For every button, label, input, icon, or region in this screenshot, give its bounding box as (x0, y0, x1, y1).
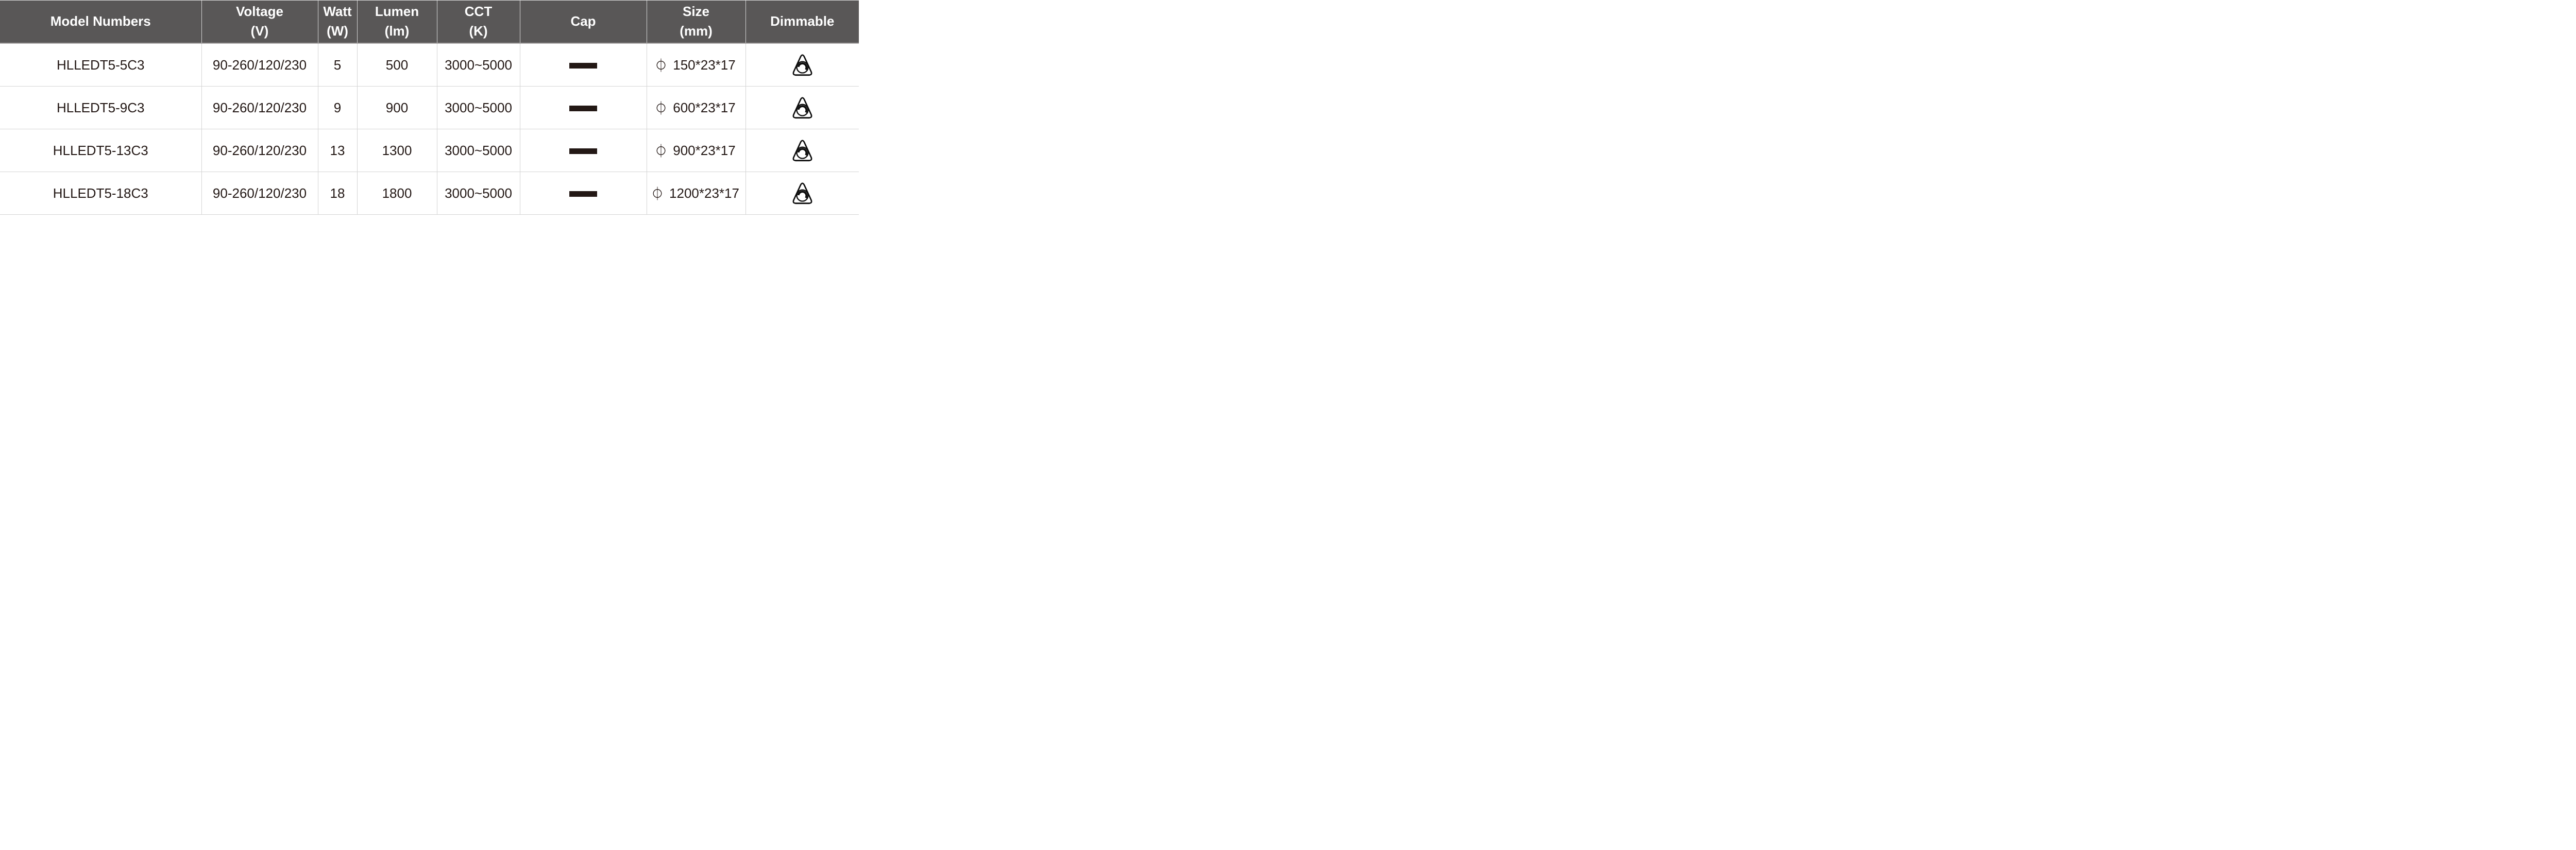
header-label: Lumen (375, 4, 419, 20)
header-lumen: Lumen (lm) (357, 0, 437, 44)
cell-watt: 18 (317, 172, 357, 215)
cell-size: 1200*23*17 (646, 172, 745, 215)
header-unit: (K) (469, 23, 488, 39)
header-cct: CCT (K) (436, 0, 520, 44)
cap-dash (569, 63, 597, 69)
cell-watt: 9 (317, 86, 357, 129)
diameter-icon (656, 144, 666, 157)
diameter-icon (656, 101, 666, 114)
header-label: CCT (464, 4, 493, 20)
header-dimmable: Dimmable (745, 0, 859, 44)
table-row: HLLEDT5-18C3 90-260/120/230 18 1800 3000… (0, 172, 859, 215)
table-header: Model Numbers Voltage (V) Watt (W) Lumen (l… (0, 0, 859, 44)
table-row: HLLEDT5-5C3 90-260/120/230 5 500 3000~50… (0, 43, 859, 87)
cell-size: 900*23*17 (646, 129, 745, 172)
header-label: Size (682, 4, 710, 20)
cell-size: 150*23*17 (646, 43, 745, 87)
cell-voltage: 90-260/120/230 (201, 172, 318, 215)
table-row: HLLEDT5-9C3 90-260/120/230 9 900 3000~50… (0, 86, 859, 129)
cell-dimmable (745, 43, 859, 87)
header-label: Model Numbers (50, 13, 151, 29)
header-unit: (lm) (384, 23, 410, 39)
cell-watt: 5 (317, 43, 357, 87)
size-value: 1200*23*17 (669, 185, 739, 201)
cell-voltage: 90-260/120/230 (201, 86, 318, 129)
header-size: Size (mm) (646, 0, 745, 44)
header-unit: (V) (250, 23, 269, 39)
header-row: Model Numbers Voltage (V) Watt (W) Lumen (l… (0, 0, 859, 44)
size-value: 600*23*17 (673, 99, 736, 115)
cell-cct: 3000~5000 (436, 129, 520, 172)
cell-cct: 3000~5000 (436, 172, 520, 215)
header-watt: Watt (W) (317, 0, 357, 44)
header-label: Watt (323, 4, 352, 20)
cell-voltage: 90-260/120/230 (201, 43, 318, 87)
size-value: 900*23*17 (673, 142, 736, 158)
cell-model: HLLEDT5-18C3 (0, 172, 201, 215)
cell-model: HLLEDT5-5C3 (0, 43, 201, 87)
product-spec-table: Model Numbers Voltage (V) Watt (W) Lumen (l… (0, 0, 859, 215)
cell-lumen: 1300 (357, 129, 437, 172)
cell-size: 600*23*17 (646, 86, 745, 129)
cap-dash (569, 191, 597, 197)
cell-model: HLLEDT5-13C3 (0, 129, 201, 172)
dimmable-icon (792, 54, 812, 76)
cell-cap (519, 129, 647, 172)
cell-lumen: 1800 (357, 172, 437, 215)
cell-voltage: 90-260/120/230 (201, 129, 318, 172)
dimmable-icon (792, 97, 812, 119)
table-row: HLLEDT5-13C3 90-260/120/230 13 1300 3000… (0, 129, 859, 172)
header-unit: (W) (327, 23, 348, 39)
cap-dash (569, 148, 597, 155)
diameter-icon (656, 58, 666, 72)
header-cap: Cap (519, 0, 647, 44)
cell-lumen: 900 (357, 86, 437, 129)
cell-lumen: 500 (357, 43, 437, 87)
cell-cap (519, 172, 647, 215)
header-label: Cap (570, 13, 596, 29)
cap-dash (569, 106, 597, 112)
cell-cct: 3000~5000 (436, 43, 520, 87)
cell-cap (519, 43, 647, 87)
dimmable-icon (792, 182, 812, 205)
size-value: 150*23*17 (673, 57, 736, 73)
cell-model: HLLEDT5-9C3 (0, 86, 201, 129)
cell-dimmable (745, 86, 859, 129)
header-voltage: Voltage (V) (201, 0, 318, 44)
table-body: HLLEDT5-5C3 90-260/120/230 5 500 3000~50… (0, 43, 859, 215)
cell-cap (519, 86, 647, 129)
cell-cct: 3000~5000 (436, 86, 520, 129)
cell-dimmable (745, 172, 859, 215)
header-label: Dimmable (770, 13, 835, 29)
header-unit: (mm) (680, 23, 713, 39)
diameter-icon (653, 186, 662, 200)
header-label: Voltage (236, 4, 283, 20)
cell-dimmable (745, 129, 859, 172)
cell-watt: 13 (317, 129, 357, 172)
header-model-numbers: Model Numbers (0, 0, 201, 44)
dimmable-icon (792, 140, 812, 162)
